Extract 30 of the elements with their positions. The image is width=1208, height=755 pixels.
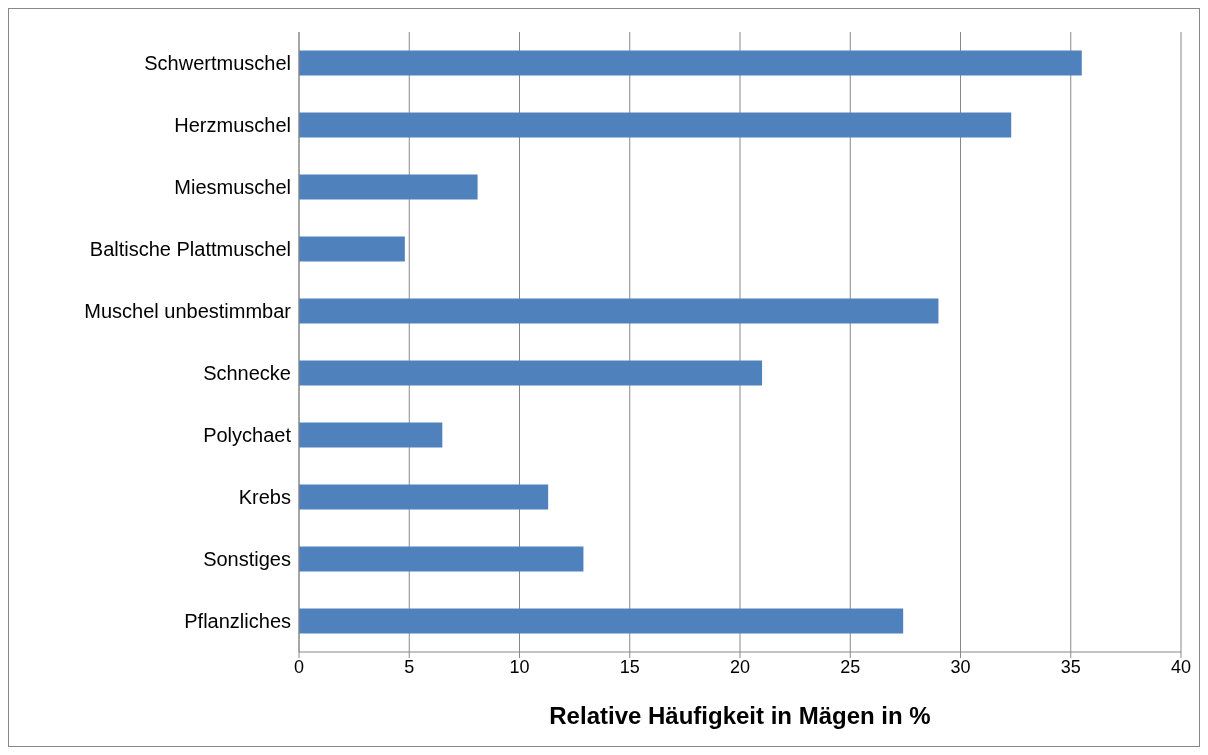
bar bbox=[299, 236, 405, 262]
y-tick-label: Pflanzliches bbox=[184, 610, 291, 633]
y-tick-label: Schnecke bbox=[203, 362, 291, 385]
x-axis-title: Relative Häufigkeit in Mägen in % bbox=[549, 702, 931, 729]
y-tick-label: Schwertmuschel bbox=[144, 52, 291, 75]
x-tick-label: 10 bbox=[509, 656, 530, 677]
x-tick-label: 5 bbox=[404, 656, 415, 677]
bar bbox=[299, 112, 1012, 138]
y-tick-label: Miesmuschel bbox=[174, 176, 291, 199]
x-tick-label: 15 bbox=[619, 656, 640, 677]
bar bbox=[299, 608, 904, 634]
x-tick-label: 35 bbox=[1060, 656, 1081, 677]
bar bbox=[299, 484, 549, 510]
y-tick-label: Polychaet bbox=[203, 424, 292, 447]
x-tick-label: 20 bbox=[729, 656, 751, 677]
x-tick-label: 0 bbox=[293, 656, 305, 677]
bar bbox=[299, 174, 478, 200]
x-tick-label: 25 bbox=[840, 656, 861, 677]
bar bbox=[299, 422, 443, 448]
y-tick-label: Baltische Plattmuschel bbox=[89, 238, 291, 261]
y-tick-label: Herzmuschel bbox=[174, 114, 291, 137]
x-tick-label: 30 bbox=[950, 656, 971, 677]
bar bbox=[299, 546, 584, 572]
bar bbox=[299, 50, 1082, 76]
bar bbox=[299, 298, 939, 324]
y-tick-label: Krebs bbox=[238, 486, 291, 509]
bar bbox=[299, 360, 763, 386]
x-tick-label: 40 bbox=[1170, 656, 1192, 677]
y-tick-label: Muschel unbestimmbar bbox=[84, 300, 292, 323]
y-tick-label: Sonstiges bbox=[203, 548, 291, 571]
